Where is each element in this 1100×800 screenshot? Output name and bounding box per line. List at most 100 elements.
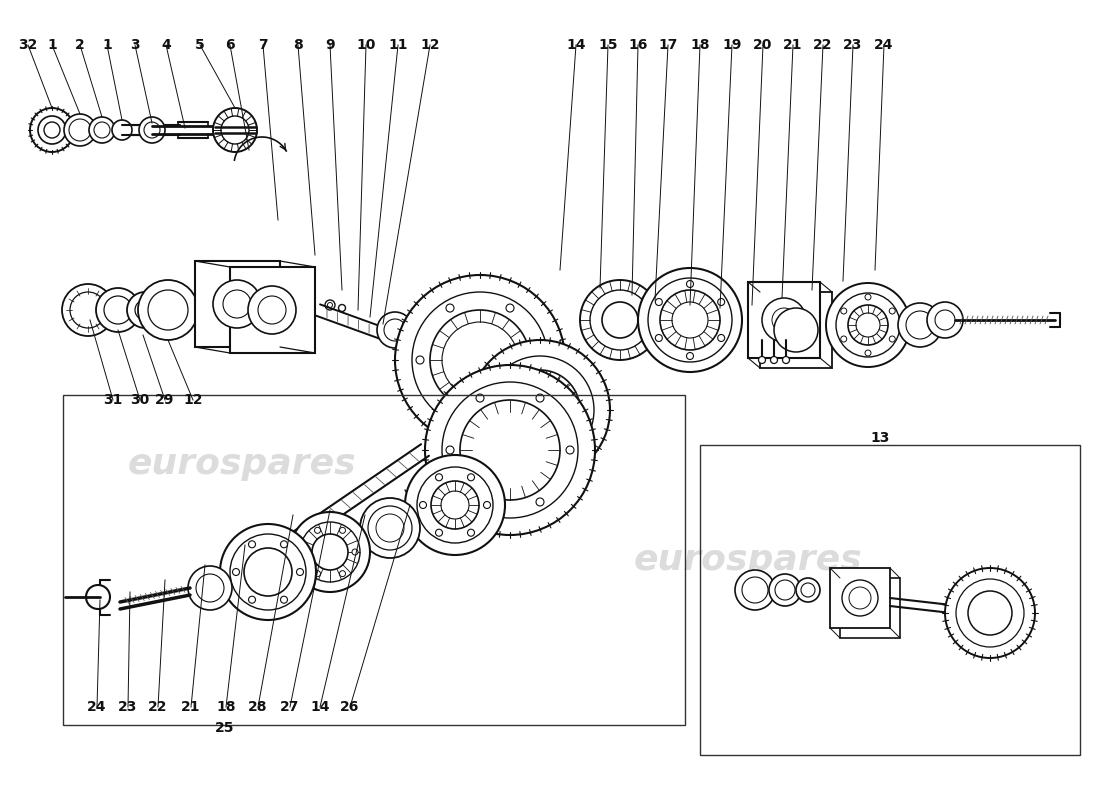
Circle shape — [468, 530, 474, 536]
Circle shape — [759, 357, 766, 363]
Text: 31: 31 — [103, 393, 123, 407]
Text: 7: 7 — [258, 38, 267, 52]
Text: 23: 23 — [119, 700, 138, 714]
Text: 24: 24 — [87, 700, 107, 714]
Circle shape — [796, 578, 820, 602]
Circle shape — [96, 288, 140, 332]
Circle shape — [769, 574, 801, 606]
Text: 21: 21 — [182, 700, 200, 714]
Circle shape — [836, 293, 900, 357]
Circle shape — [417, 467, 493, 543]
Circle shape — [213, 280, 261, 328]
Text: 26: 26 — [340, 700, 360, 714]
Circle shape — [442, 322, 518, 398]
Text: 29: 29 — [155, 393, 175, 407]
Text: 14: 14 — [566, 38, 585, 52]
Circle shape — [232, 569, 240, 575]
Circle shape — [776, 580, 795, 600]
Circle shape — [324, 300, 336, 310]
Text: 17: 17 — [658, 38, 678, 52]
Circle shape — [297, 569, 304, 575]
Circle shape — [470, 340, 610, 480]
Circle shape — [865, 294, 871, 300]
Circle shape — [717, 298, 725, 306]
Circle shape — [104, 296, 132, 324]
Circle shape — [94, 122, 110, 138]
Text: 19: 19 — [723, 38, 741, 52]
Circle shape — [419, 502, 427, 509]
Circle shape — [945, 568, 1035, 658]
Circle shape — [144, 122, 159, 138]
Text: 1: 1 — [102, 38, 112, 52]
Circle shape — [249, 596, 255, 603]
Circle shape — [244, 548, 292, 596]
Text: 18: 18 — [217, 700, 235, 714]
Text: 30: 30 — [131, 393, 150, 407]
Bar — [63, 395, 685, 725]
Circle shape — [840, 336, 847, 342]
Circle shape — [395, 275, 565, 445]
Circle shape — [377, 312, 412, 348]
Circle shape — [64, 114, 96, 146]
Circle shape — [405, 455, 505, 555]
Circle shape — [442, 382, 578, 518]
Circle shape — [425, 365, 595, 535]
Text: 4: 4 — [161, 38, 170, 52]
Circle shape — [476, 394, 484, 402]
Circle shape — [446, 446, 454, 454]
Circle shape — [648, 278, 732, 362]
Circle shape — [315, 527, 320, 534]
Circle shape — [315, 570, 320, 577]
Circle shape — [376, 514, 404, 542]
Circle shape — [339, 305, 345, 311]
Bar — [748, 282, 820, 358]
Text: 5: 5 — [195, 38, 205, 52]
Circle shape — [221, 116, 249, 144]
Circle shape — [476, 498, 484, 506]
Text: 6: 6 — [226, 38, 234, 52]
Circle shape — [898, 303, 942, 347]
Circle shape — [686, 281, 693, 287]
Circle shape — [213, 108, 257, 152]
Text: 11: 11 — [388, 38, 408, 52]
Circle shape — [300, 522, 360, 582]
Text: 27: 27 — [280, 700, 299, 714]
Circle shape — [536, 356, 544, 364]
Circle shape — [302, 549, 308, 555]
Circle shape — [196, 574, 224, 602]
Circle shape — [580, 280, 660, 360]
Circle shape — [672, 302, 708, 338]
Circle shape — [139, 117, 165, 143]
Circle shape — [848, 305, 888, 345]
Circle shape — [889, 336, 895, 342]
Text: 3: 3 — [130, 38, 140, 52]
Circle shape — [656, 334, 662, 342]
Bar — [195, 261, 280, 347]
Circle shape — [86, 585, 110, 609]
Circle shape — [842, 580, 878, 616]
Circle shape — [436, 474, 442, 481]
Circle shape — [968, 591, 1012, 635]
Circle shape — [223, 290, 251, 318]
Circle shape — [249, 541, 255, 548]
Circle shape — [460, 400, 560, 500]
Circle shape — [312, 534, 348, 570]
Circle shape — [230, 534, 306, 610]
Circle shape — [656, 298, 662, 306]
Circle shape — [840, 308, 847, 314]
Circle shape — [686, 353, 693, 359]
Circle shape — [138, 280, 198, 340]
Circle shape — [280, 596, 287, 603]
Circle shape — [44, 122, 60, 138]
Circle shape — [290, 512, 370, 592]
Circle shape — [126, 292, 163, 328]
Circle shape — [865, 350, 871, 356]
Text: 22: 22 — [148, 700, 167, 714]
Circle shape — [436, 530, 442, 536]
Circle shape — [112, 120, 132, 140]
Circle shape — [500, 370, 580, 450]
Circle shape — [446, 408, 454, 416]
Text: 13: 13 — [870, 431, 890, 445]
Circle shape — [431, 481, 478, 529]
Circle shape — [62, 284, 114, 336]
